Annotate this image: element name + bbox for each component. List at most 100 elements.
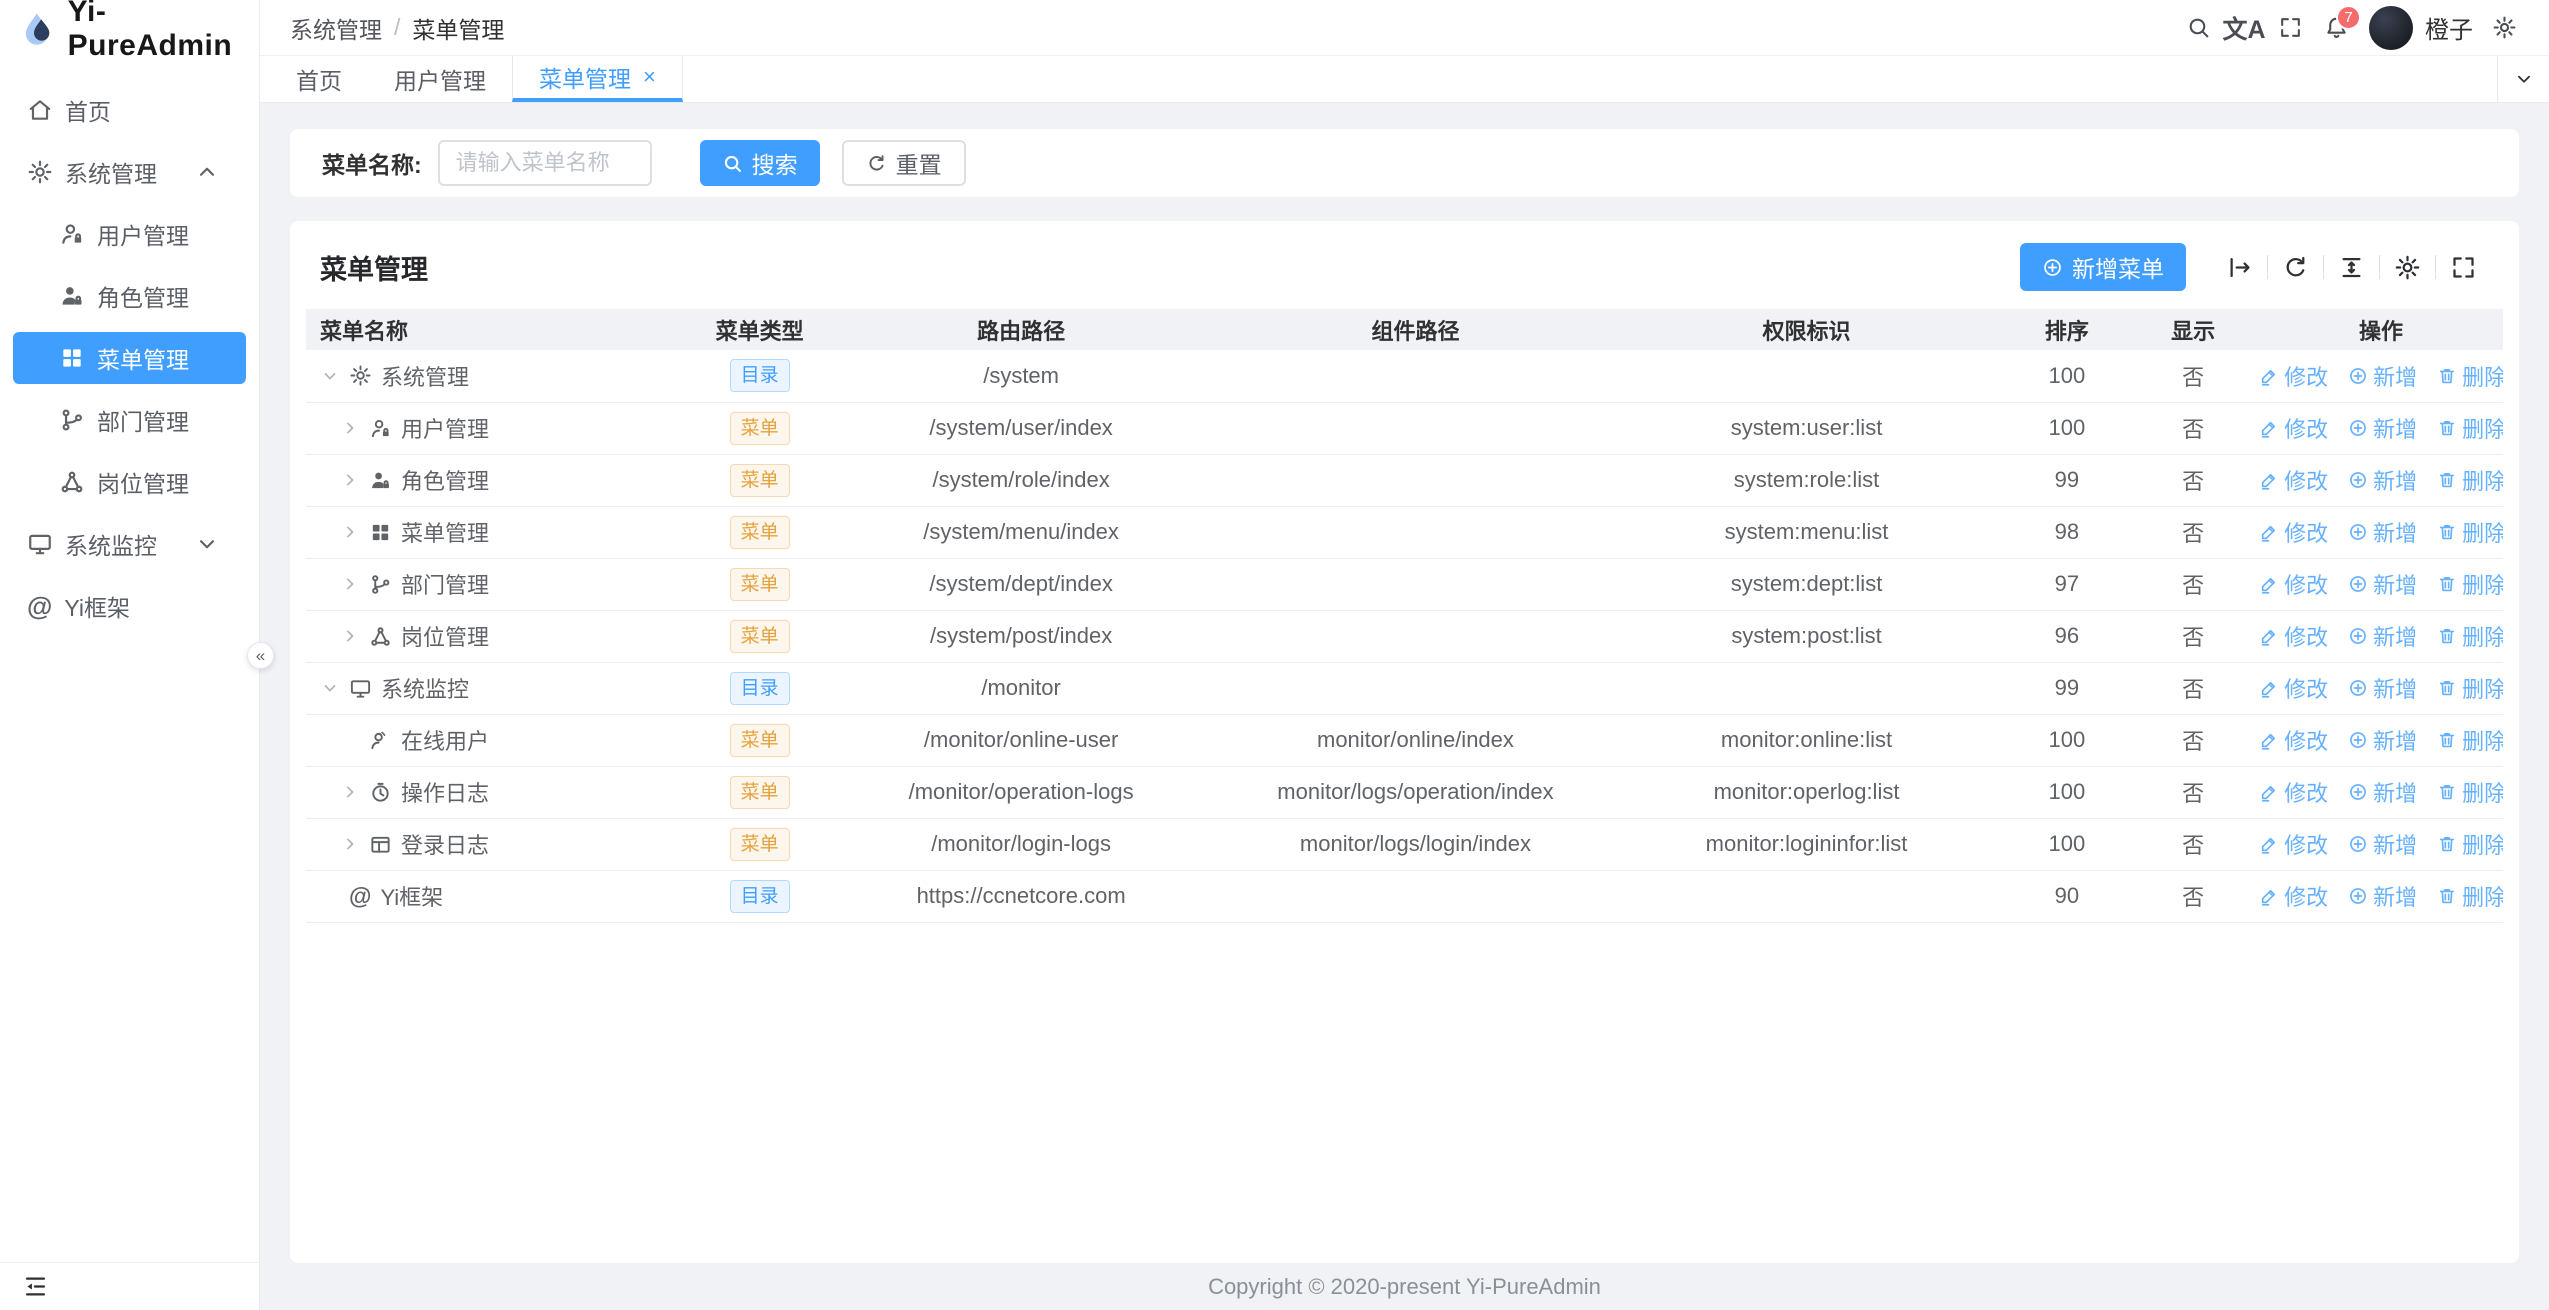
cell-actions: 修改 新增 删除 — [2259, 402, 2503, 455]
modify-label: 修改 — [2284, 364, 2329, 390]
modify-link[interactable]: 修改 — [2259, 828, 2328, 860]
add-link[interactable]: 新增 — [2348, 620, 2417, 652]
modify-link[interactable]: 修改 — [2259, 880, 2328, 912]
table-row-system-monitor: 系统监控 目录/monitor 99 否修改 新增 删除 — [306, 662, 2503, 715]
search-submit-button[interactable]: 搜索 — [699, 140, 820, 186]
sidebar-item-label: 系统管理 — [65, 161, 157, 187]
fullscreen-button[interactable] — [2267, 5, 2313, 51]
pencil-icon — [2259, 730, 2279, 750]
expand-arrow-icon[interactable] — [320, 366, 340, 386]
modify-label: 修改 — [2284, 781, 2329, 806]
close-tab-icon[interactable]: × — [643, 64, 656, 89]
tab-menu-management[interactable]: 菜单管理 × — [512, 56, 683, 102]
add-link[interactable]: 新增 — [2348, 568, 2417, 600]
toolbar-divider — [2267, 255, 2268, 279]
modify-link[interactable]: 修改 — [2259, 724, 2328, 756]
notifications-button[interactable]: 7 — [2313, 4, 2361, 51]
sidebar-item-menu-management[interactable]: 菜单管理 — [13, 332, 246, 384]
role-icon — [59, 283, 85, 309]
column-settings-button[interactable] — [2380, 254, 2435, 281]
search-button[interactable] — [2175, 5, 2221, 51]
add-link[interactable]: 新增 — [2348, 880, 2417, 912]
delete-link[interactable]: 删除 — [2437, 672, 2503, 704]
delete-link[interactable]: 删除 — [2437, 724, 2503, 756]
modify-link[interactable]: 修改 — [2259, 412, 2328, 444]
sidebar-item-yi-framework[interactable]: @ Yi框架 — [13, 580, 246, 632]
expand-arrow-icon[interactable] — [340, 834, 360, 854]
column-header-permission: 权限标识 — [1606, 309, 2007, 350]
delete-label: 删除 — [2462, 677, 2503, 702]
density-button[interactable] — [2324, 254, 2379, 281]
add-menu-button[interactable]: 新增菜单 — [2020, 243, 2186, 291]
menu-type-tag: 目录 — [729, 879, 790, 913]
delete-link[interactable]: 删除 — [2437, 412, 2503, 444]
table-fullscreen-button[interactable] — [2436, 254, 2491, 281]
user-menu[interactable]: 橙子 — [2369, 5, 2473, 50]
delete-link[interactable]: 删除 — [2437, 828, 2503, 860]
breadcrumb-item[interactable]: 系统管理 — [290, 16, 382, 43]
expand-arrow-icon[interactable] — [340, 574, 360, 594]
expand-arrow-icon[interactable] — [320, 678, 340, 698]
delete-link[interactable]: 删除 — [2437, 464, 2503, 496]
water-drop-logo-icon — [18, 9, 56, 49]
sidebar-item-user-management[interactable]: 用户管理 — [13, 208, 246, 260]
tab-user-management[interactable]: 用户管理 — [368, 56, 512, 102]
cell-name: 系统管理 — [306, 350, 702, 403]
export-button[interactable] — [2212, 254, 2267, 281]
modify-link[interactable]: 修改 — [2259, 568, 2328, 600]
sidebar-item-post-management[interactable]: 岗位管理 — [13, 456, 246, 508]
add-link[interactable]: 新增 — [2348, 724, 2417, 756]
card-header: 菜单管理 新增菜单 — [290, 221, 2519, 309]
content: 菜单名称: 搜索 重置 — [260, 103, 2549, 1263]
menu-table: 菜单名称 菜单类型 路由路径 组件路径 权限标识 排序 显示 操作 系统管理 目录/system… — [306, 309, 2503, 923]
tab-home[interactable]: 首页 — [270, 56, 368, 102]
sidebar-item-home[interactable]: 首页 — [13, 84, 246, 136]
tab-overflow-button[interactable] — [2497, 56, 2549, 102]
modify-link[interactable]: 修改 — [2259, 620, 2328, 652]
sidebar-collapse-handle[interactable]: « — [247, 642, 274, 669]
modify-link[interactable]: 修改 — [2259, 360, 2328, 392]
delete-link[interactable]: 删除 — [2437, 880, 2503, 912]
expand-arrow-icon[interactable] — [340, 418, 360, 438]
modify-link[interactable]: 修改 — [2259, 672, 2328, 704]
modify-link[interactable]: 修改 — [2259, 516, 2328, 548]
expand-arrow-icon[interactable] — [340, 470, 360, 490]
sidebar-item-dept-management[interactable]: 部门管理 — [13, 394, 246, 446]
add-link[interactable]: 新增 — [2348, 464, 2417, 496]
menu-type-tag: 菜单 — [729, 723, 790, 757]
delete-link[interactable]: 删除 — [2437, 516, 2503, 548]
delete-link[interactable]: 删除 — [2437, 776, 2503, 808]
sidebar-item-system-monitor[interactable]: 系统监控 — [13, 518, 246, 570]
online-user-icon — [369, 729, 392, 752]
add-link[interactable]: 新增 — [2348, 672, 2417, 704]
sidebar-item-system-management[interactable]: 系统管理 — [13, 146, 246, 198]
reset-button[interactable]: 重置 — [841, 140, 966, 186]
collapse-sidebar-icon[interactable] — [22, 1273, 49, 1300]
modify-link[interactable]: 修改 — [2259, 776, 2328, 808]
gear-icon — [349, 364, 372, 387]
refresh-button[interactable] — [2268, 254, 2323, 281]
language-button[interactable]: 文A — [2221, 5, 2267, 51]
expand-arrow-icon[interactable] — [340, 782, 360, 802]
delete-link[interactable]: 删除 — [2437, 568, 2503, 600]
cell-actions: 修改 新增 删除 — [2259, 818, 2503, 871]
modify-link[interactable]: 修改 — [2259, 464, 2328, 496]
add-link[interactable]: 新增 — [2348, 516, 2417, 548]
menu-name-input[interactable] — [437, 140, 652, 186]
expand-arrow-icon[interactable] — [340, 626, 360, 646]
expand-arrow-icon[interactable] — [340, 522, 360, 542]
sidebar-item-role-management[interactable]: 角色管理 — [13, 270, 246, 322]
delete-link[interactable]: 删除 — [2437, 620, 2503, 652]
add-link[interactable]: 新增 — [2348, 828, 2417, 860]
cell-permission: system:menu:list — [1606, 506, 2007, 559]
chevron-right-icon — [340, 626, 360, 646]
cell-route: /monitor/login-logs — [817, 818, 1225, 871]
add-link[interactable]: 新增 — [2348, 360, 2417, 392]
monitor-icon — [349, 677, 372, 700]
delete-label: 删除 — [2462, 625, 2503, 650]
delete-link[interactable]: 删除 — [2437, 360, 2503, 392]
settings-button[interactable] — [2481, 5, 2527, 51]
row-actions: 修改 新增 删除 — [2259, 464, 2503, 496]
add-link[interactable]: 新增 — [2348, 776, 2417, 808]
add-link[interactable]: 新增 — [2348, 412, 2417, 444]
